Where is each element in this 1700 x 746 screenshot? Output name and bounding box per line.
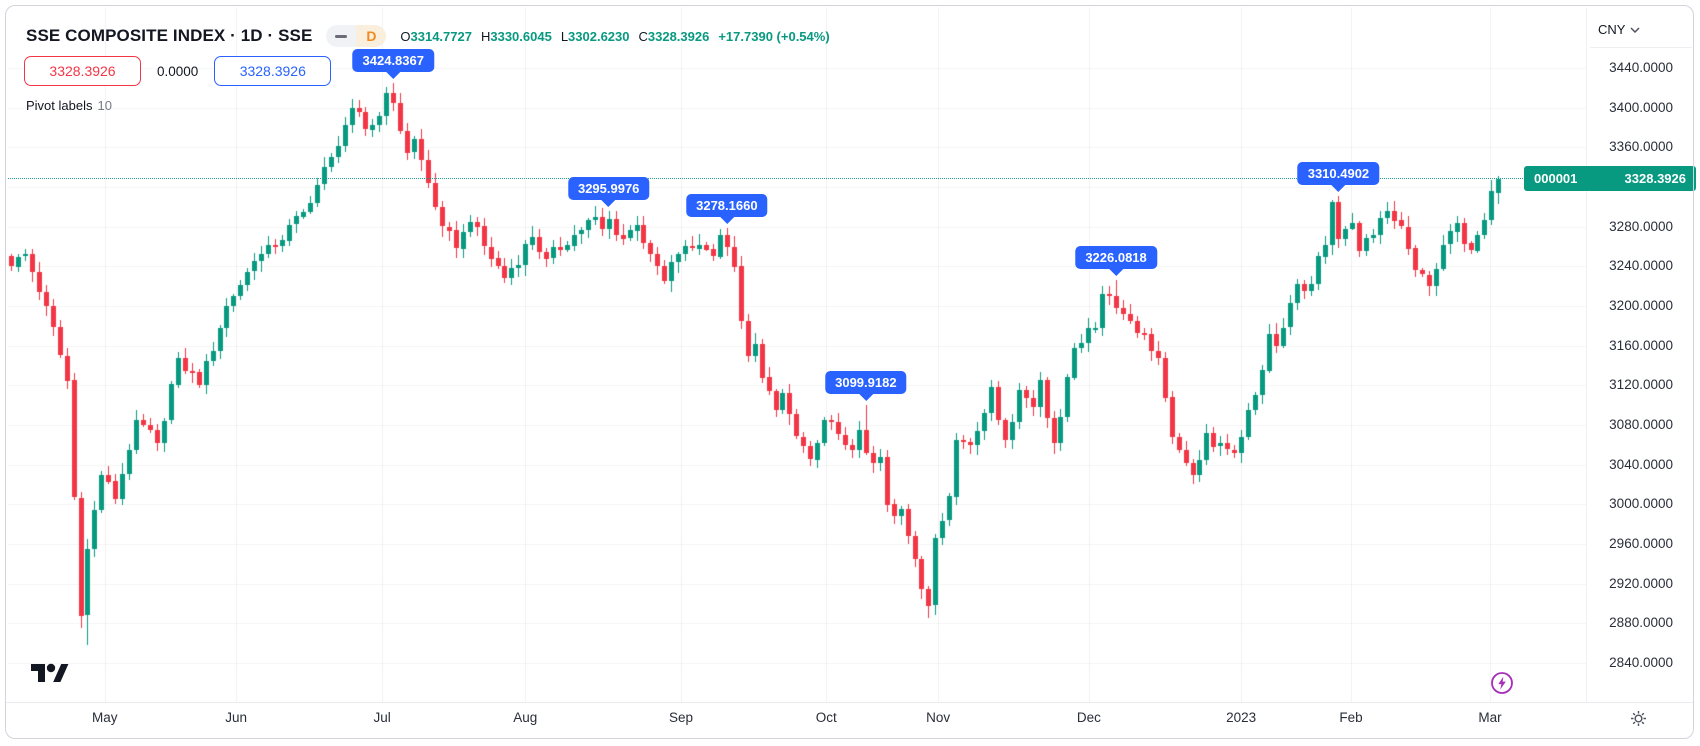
- price-tick-label: 3120.0000: [1609, 377, 1673, 393]
- interval-menu-button[interactable]: [326, 25, 357, 47]
- pivot-high-label: 3278.1660: [686, 194, 768, 218]
- currency-dropdown[interactable]: CNY: [1598, 22, 1640, 37]
- pivot-high-label: 3424.8367: [352, 49, 434, 73]
- price-tick-label: 2920.0000: [1609, 575, 1673, 591]
- price-line-values: 3328.3926 0.0000 3328.3926: [24, 56, 332, 86]
- high-label: H: [480, 28, 491, 44]
- currency-label: CNY: [1598, 22, 1626, 37]
- ohlc-readout: O3314.7727 H3330.6045 L3302.6230 C3328.3…: [400, 29, 829, 44]
- price-tick-label: 2840.0000: [1609, 655, 1673, 670]
- price-tick-label: 3400.0000: [1609, 99, 1673, 115]
- tag-price: 3328.3926: [1624, 171, 1686, 186]
- price-tick-label: 3280.0000: [1609, 218, 1673, 234]
- close-value: 3328.3926: [647, 28, 710, 44]
- low-label: L: [560, 28, 569, 44]
- time-tick-label: Nov: [926, 710, 951, 725]
- price-tick-label: 2880.0000: [1609, 615, 1673, 631]
- low-value: 3302.6230: [568, 28, 630, 44]
- time-tick-label: Aug: [513, 710, 538, 725]
- price-tick-label: 3200.0000: [1609, 298, 1673, 313]
- time-tick-label: Jul: [373, 710, 391, 725]
- close-label: C: [638, 28, 648, 44]
- price-tick-label: 3080.0000: [1609, 417, 1673, 432]
- time-tick-label: Sep: [668, 710, 693, 725]
- red-price-box: 3328.3926: [24, 56, 141, 86]
- price-tick-label: 3360.0000: [1609, 139, 1673, 155]
- price-tick-label: 3000.0000: [1609, 496, 1673, 512]
- time-axis-separator: [6, 702, 1693, 703]
- interval-daily-button[interactable]: D: [356, 25, 387, 47]
- pivot-high-label: 3295.9976: [567, 176, 650, 200]
- pivot-high-label: 3226.0818: [1075, 246, 1157, 270]
- lightning-button[interactable]: [1490, 671, 1514, 700]
- gear-icon[interactable]: [1629, 709, 1648, 733]
- symbol-title: SSE COMPOSITE INDEX · 1D · SSE: [26, 26, 313, 45]
- time-tick-label: Oct: [815, 710, 837, 725]
- high-value: 3330.6045: [490, 28, 552, 44]
- interval-label: D: [366, 28, 377, 44]
- price-tick-label: 2960.0000: [1609, 536, 1673, 551]
- pivot-high-label: 3099.9182: [825, 371, 907, 395]
- interval-selector[interactable]: D: [326, 25, 387, 47]
- open-value: 3314.7727: [410, 28, 472, 44]
- scale-divider: [1590, 47, 1692, 48]
- current-price-line: [8, 178, 1525, 179]
- tradingview-logo[interactable]: [30, 660, 70, 688]
- open-label: O: [400, 28, 411, 44]
- time-tick-label: Dec: [1076, 710, 1101, 725]
- time-tick-label: Feb: [1339, 710, 1363, 725]
- price-axis-separator: [1586, 8, 1587, 702]
- price-tick-label: 3440.0000: [1609, 60, 1673, 75]
- change-value: +17.7390 (+0.54%): [718, 28, 830, 44]
- chart-header: SSE COMPOSITE INDEX · 1D · SSE D O3314.7…: [26, 25, 830, 47]
- indicator-name: Pivot labels: [26, 98, 93, 113]
- blue-price-box: 3328.3926: [214, 56, 332, 86]
- time-tick-label: Jun: [225, 710, 248, 725]
- current-price-tag: 000001 3328.3926: [1524, 166, 1696, 191]
- indicator-param: 10: [97, 98, 112, 113]
- price-tick-label: 3240.0000: [1609, 258, 1673, 274]
- time-tick-label: 2023: [1226, 710, 1257, 725]
- indicator-legend[interactable]: Pivot labels 10: [26, 98, 112, 113]
- tag-symbol: 000001: [1534, 171, 1578, 186]
- price-tick-label: 3040.0000: [1609, 456, 1673, 472]
- dash-icon: [335, 34, 348, 38]
- candlestick-chart-canvas[interactable]: [0, 0, 1592, 702]
- time-tick-label: May: [92, 710, 118, 725]
- time-tick-label: Mar: [1478, 710, 1502, 725]
- zero-value: 0.0000: [157, 63, 199, 79]
- chevron-down-icon: [1630, 26, 1640, 33]
- pivot-high-label: 3310.4902: [1297, 162, 1380, 186]
- price-tick-label: 3160.0000: [1609, 337, 1673, 353]
